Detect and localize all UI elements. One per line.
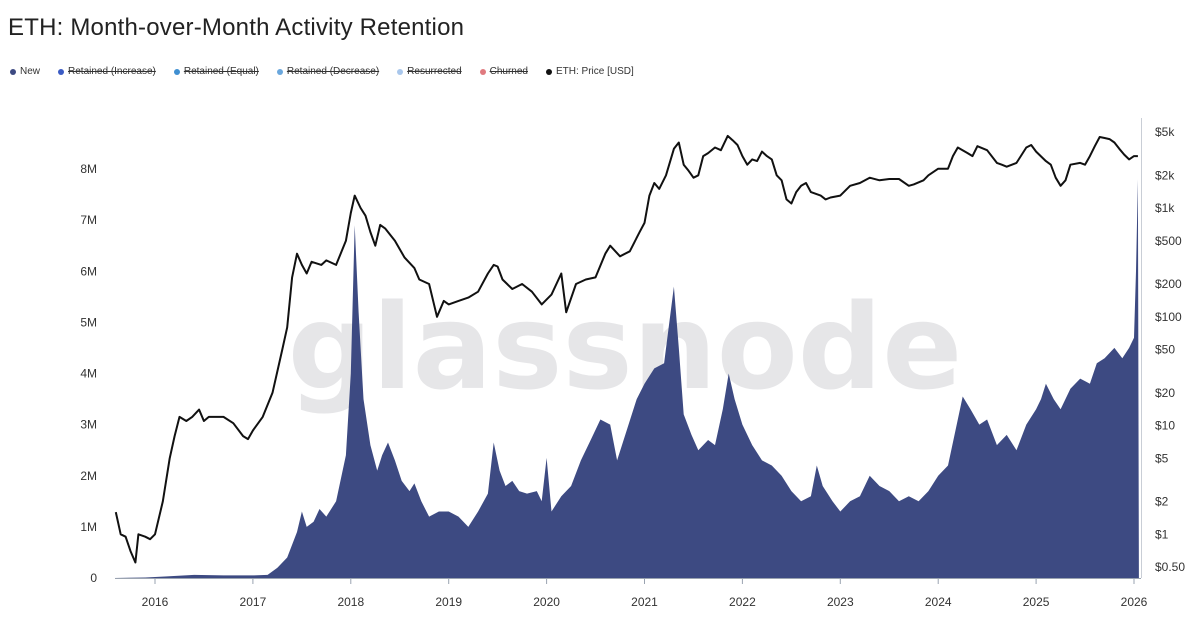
y-left-tick-label: 2M xyxy=(80,469,97,483)
legend-dot-icon xyxy=(276,68,283,75)
y-right-tick-label: $50 xyxy=(1155,343,1175,357)
legend-item-retained-decrease[interactable]: Retained (Decrease) xyxy=(276,66,380,77)
legend-label: New xyxy=(20,66,41,77)
y-right-tick-label: $5k xyxy=(1155,125,1175,139)
legend-label: Retained (Equal) xyxy=(183,66,259,77)
x-tick-label: 2020 xyxy=(533,595,560,609)
legend-item-eth-price-usd[interactable]: ETH: Price [USD] xyxy=(545,66,634,77)
x-tick-label: 2017 xyxy=(240,595,267,609)
legend-item-retained-equal[interactable]: Retained (Equal) xyxy=(173,66,259,77)
legend-label: Retained (Increase) xyxy=(68,66,156,77)
y-left-tick-label: 3M xyxy=(80,418,97,432)
x-tick-label: 2019 xyxy=(435,595,462,609)
price-line-layer xyxy=(114,134,1138,564)
chart-title: ETH: Month-over-Month Activity Retention xyxy=(8,14,465,41)
legend-item-churned[interactable]: Churned xyxy=(479,66,528,77)
x-tick-label: 2024 xyxy=(925,595,952,609)
x-tick-label: 2022 xyxy=(729,595,756,609)
legend-item-retained-increase[interactable]: Retained (Increase) xyxy=(58,66,156,77)
y-right-tick-label: $20 xyxy=(1155,386,1175,400)
y-left-tick-label: 0 xyxy=(90,571,97,585)
legend-dot-icon xyxy=(173,68,180,75)
y-right-tick-label: $2k xyxy=(1155,168,1175,182)
legend-dot-icon xyxy=(397,68,404,75)
y-right-tick-label: $100 xyxy=(1155,310,1182,324)
x-tick-label: 2026 xyxy=(1121,595,1148,609)
y-right-tick-label: $1k xyxy=(1155,201,1175,215)
x-tick-label: 2016 xyxy=(142,595,169,609)
y-right-tick-label: $10 xyxy=(1155,419,1175,433)
x-tick-label: 2021 xyxy=(631,595,658,609)
legend-dot-icon xyxy=(479,68,486,75)
eth-price-line xyxy=(114,134,1138,564)
legend-dot-icon xyxy=(10,68,16,75)
legend-item-resurrected[interactable]: Resurrected xyxy=(397,66,462,77)
y-right-tick-label: $500 xyxy=(1155,234,1182,248)
legend-label: Resurrected xyxy=(407,66,462,77)
new-addresses-area xyxy=(113,179,1139,578)
y-left-tick-label: 4M xyxy=(80,367,97,381)
legend-dot-icon xyxy=(58,68,65,75)
y-right-tick-label: $2 xyxy=(1155,495,1169,509)
legend-label: Churned xyxy=(489,66,528,77)
legend-label: ETH: Price [USD] xyxy=(555,66,634,77)
legend-item-new[interactable]: New xyxy=(10,66,40,77)
y-left-tick-label: 8M xyxy=(80,162,97,176)
x-tick-label: 2023 xyxy=(827,595,854,609)
legend-label: Retained (Decrease) xyxy=(286,66,380,77)
axes-layer: 2016 2017 2018 2019 2020 2021 2022 2023 2024 2025… xyxy=(80,118,1185,609)
x-tick-label: 2018 xyxy=(337,595,364,609)
new-area-layer xyxy=(113,179,1139,578)
watermark-text: glassnode xyxy=(288,278,963,416)
y-left-tick-label: 7M xyxy=(80,213,97,227)
legend: New Retained (Increase) Retained (Equal) Re… xyxy=(10,66,634,77)
y-right-tick-label: $0.50 xyxy=(1155,560,1185,574)
y-right-tick-label: $5 xyxy=(1155,451,1169,465)
x-tick-label: 2025 xyxy=(1023,595,1050,609)
legend-dot-icon xyxy=(545,68,552,75)
y-left-tick-label: 1M xyxy=(80,520,97,534)
y-right-tick-label: $200 xyxy=(1155,277,1182,291)
y-right-tick-label: $1 xyxy=(1155,527,1169,541)
y-left-tick-label: 5M xyxy=(80,315,97,329)
y-left-tick-label: 6M xyxy=(80,264,97,278)
